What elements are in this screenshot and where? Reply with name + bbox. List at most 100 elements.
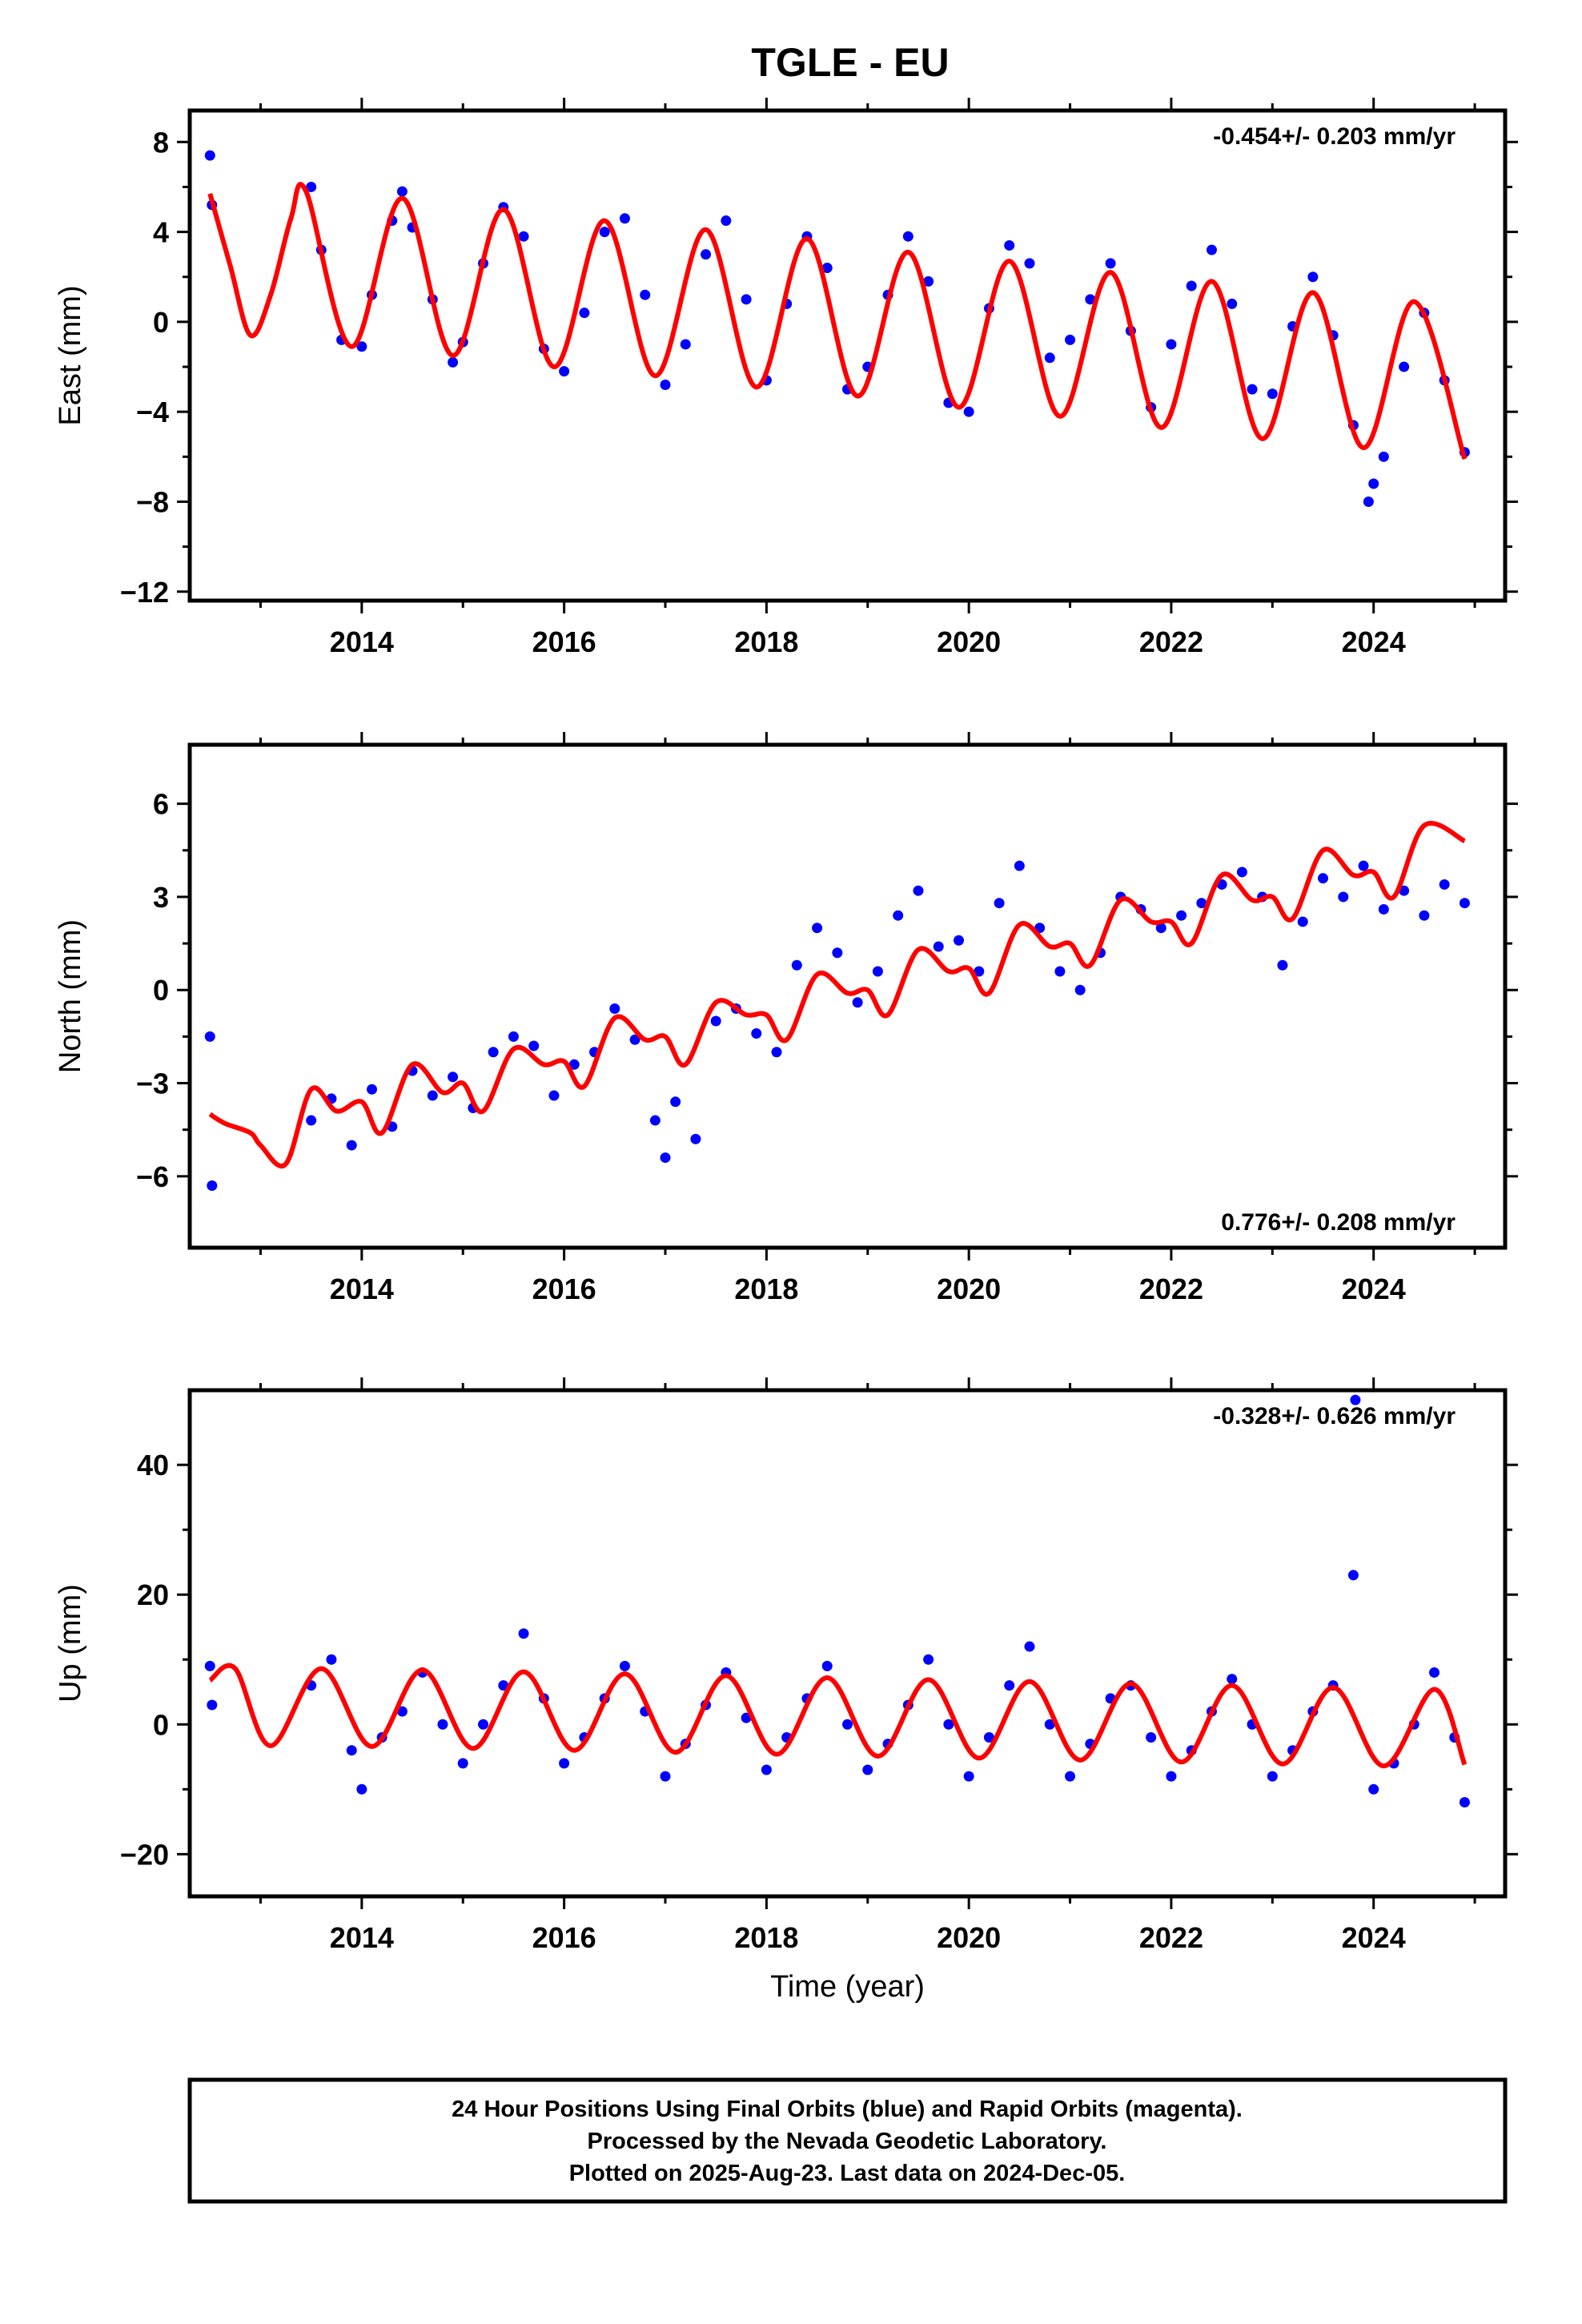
footer-frame <box>187 2077 1508 2204</box>
x-tick-label: 2014 <box>330 1921 394 1954</box>
data-point <box>701 249 712 260</box>
x-tick-label: 2016 <box>532 1273 596 1305</box>
data-point <box>751 1028 762 1039</box>
footer-line-3: Plotted on 2025-Aug-23. Last data on 202… <box>569 2161 1126 2186</box>
data-point <box>923 1654 934 1665</box>
data-point <box>518 1628 529 1639</box>
footer-line-2: Processed by the Nevada Geodetic Laborat… <box>588 2129 1107 2154</box>
data-point <box>1186 280 1197 292</box>
data-point <box>204 1031 215 1042</box>
plot-frame-up <box>187 1388 1508 1899</box>
y-tick-label: 20 <box>137 1578 169 1611</box>
data-point <box>1105 258 1116 269</box>
data-point <box>1297 916 1308 927</box>
data-point <box>356 1783 367 1795</box>
y-tick-label: 0 <box>153 974 169 1007</box>
plot-frame-east <box>187 108 1508 603</box>
data-point <box>1014 860 1025 871</box>
data-point <box>448 1072 459 1083</box>
data-point <box>1368 1783 1379 1795</box>
data-point <box>1267 1771 1278 1782</box>
fit-curve-north <box>208 821 1466 1168</box>
x-tick-label: 2020 <box>937 625 1001 658</box>
data-point <box>1196 898 1207 909</box>
data-point <box>670 1096 681 1108</box>
data-point <box>660 1771 671 1782</box>
data-point <box>933 941 944 952</box>
data-point <box>306 181 317 192</box>
data-point <box>609 1003 620 1015</box>
data-point <box>306 1115 317 1126</box>
data-point <box>1459 898 1470 909</box>
data-point <box>1247 384 1258 395</box>
x-tick-label: 2024 <box>1342 1273 1406 1305</box>
rate-label-up: -0.328+/- 0.626 mm/yr <box>1213 1403 1456 1429</box>
data-point <box>1146 1731 1157 1743</box>
data-point <box>680 339 691 350</box>
data-point <box>660 379 671 390</box>
data-point <box>1004 1680 1015 1691</box>
data-point <box>1363 496 1374 507</box>
data-point <box>1399 361 1410 372</box>
x-tick-label: 2016 <box>532 625 596 658</box>
data-point <box>862 1764 873 1775</box>
y-tick-label: −4 <box>136 396 169 428</box>
data-point <box>204 150 215 161</box>
data-point <box>1166 339 1177 350</box>
data-point <box>346 1745 357 1756</box>
data-point <box>548 1090 560 1101</box>
x-tick-label: 2022 <box>1139 625 1203 658</box>
data-point <box>842 1719 853 1730</box>
data-point <box>640 289 651 300</box>
panel-east: 2014 2016 2018 2020 2022 2024 −12 −8 −4 0 4 8 -0.454… <box>54 98 1518 658</box>
data-point <box>1368 478 1379 489</box>
data-point <box>478 1719 489 1730</box>
data-point <box>983 1731 994 1743</box>
data-point <box>1429 1667 1440 1678</box>
fit-curve-east <box>207 182 1468 460</box>
x-tick-label: 2020 <box>937 1921 1001 1954</box>
y-axis-label-east: East (mm) <box>54 285 87 425</box>
x-tick-label: 2022 <box>1139 1921 1203 1954</box>
data-point <box>579 308 590 319</box>
page-title: TGLE - EU <box>751 40 949 85</box>
x-tick-label: 2014 <box>330 1273 394 1305</box>
rate-label-north: 0.776+/- 0.208 mm/yr <box>1221 1209 1456 1236</box>
data-point <box>1085 294 1096 305</box>
data-point <box>1065 1771 1076 1782</box>
data-point <box>508 1031 519 1042</box>
y-tick-label: −20 <box>120 1838 169 1871</box>
data-point <box>902 231 913 242</box>
y-tick-label: 0 <box>153 306 169 339</box>
data-point <box>1054 966 1066 977</box>
data-point <box>427 1090 438 1101</box>
y-axis-label-up: Up (mm) <box>54 1584 87 1703</box>
y-tick-label: −3 <box>136 1068 169 1100</box>
data-point <box>690 1133 701 1144</box>
data-point <box>1044 1719 1055 1730</box>
data-point <box>437 1719 448 1730</box>
data-point <box>619 213 630 224</box>
x-tick-label: 2014 <box>330 625 394 658</box>
data-point <box>1318 873 1329 884</box>
data-point <box>1074 984 1086 995</box>
data-point <box>457 1758 468 1769</box>
data-point <box>771 1047 782 1058</box>
panels: 2014 2016 2018 2020 2022 2024 −12 −8 −4 0 4 8 -0.454… <box>54 98 1518 2004</box>
data-point <box>872 966 883 977</box>
data-point <box>559 1758 570 1769</box>
data-point <box>528 1040 540 1051</box>
data-point <box>1065 334 1076 345</box>
data-point <box>599 227 610 238</box>
footer-box: 24 Hour Positions Using Final Orbits (bl… <box>187 2077 1508 2204</box>
data-point <box>518 231 529 242</box>
data-point <box>1378 903 1389 915</box>
data-point <box>396 1706 408 1717</box>
data-point <box>1044 352 1055 364</box>
data-point <box>660 1152 671 1164</box>
data-point <box>1378 451 1389 462</box>
data-point <box>1155 923 1166 934</box>
data-point <box>366 1084 377 1095</box>
data-point <box>488 1047 499 1058</box>
